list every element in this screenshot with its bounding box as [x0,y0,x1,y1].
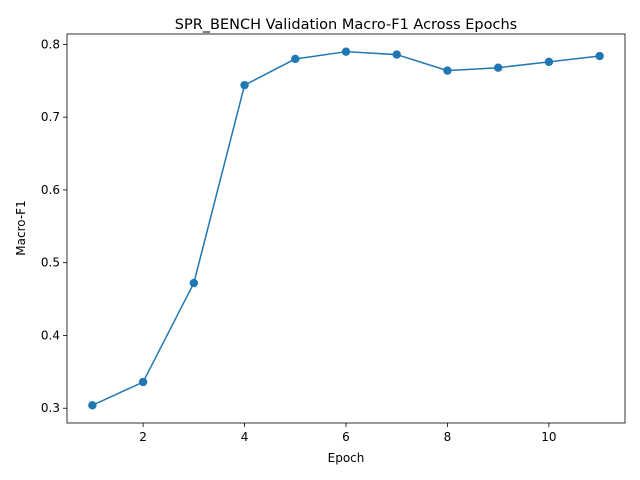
y-axis-label: Macro-F1 [14,200,28,255]
y-tick-label: 0.5 [41,256,60,270]
x-tick-label: 4 [241,430,249,444]
data-point [291,54,300,64]
y-tick-label: 0.7 [41,110,60,124]
plot-frame [66,33,626,424]
y-tick-label: 0.8 [41,37,60,51]
data-point [595,51,604,61]
x-tick-label: 10 [541,430,556,444]
data-point [493,63,503,72]
x-tick-label: 6 [342,430,350,444]
data-point [341,47,351,56]
data-point [138,377,148,387]
x-axis-label: Epoch [328,451,365,465]
chart-title: SPR_BENCH Validation Macro-F1 Across Epo… [175,17,517,33]
data-point [544,57,554,67]
y-tick-label: 0.6 [41,183,60,197]
y-tick-label: 0.3 [41,401,60,415]
data-point [88,401,97,410]
y-tick-label: 0.4 [41,328,60,342]
data-point [189,278,199,288]
data-point [392,50,401,59]
x-tick-label: 8 [444,430,452,444]
data-point [240,80,249,90]
data-point [443,66,452,75]
x-tick-label: 2 [139,430,147,444]
